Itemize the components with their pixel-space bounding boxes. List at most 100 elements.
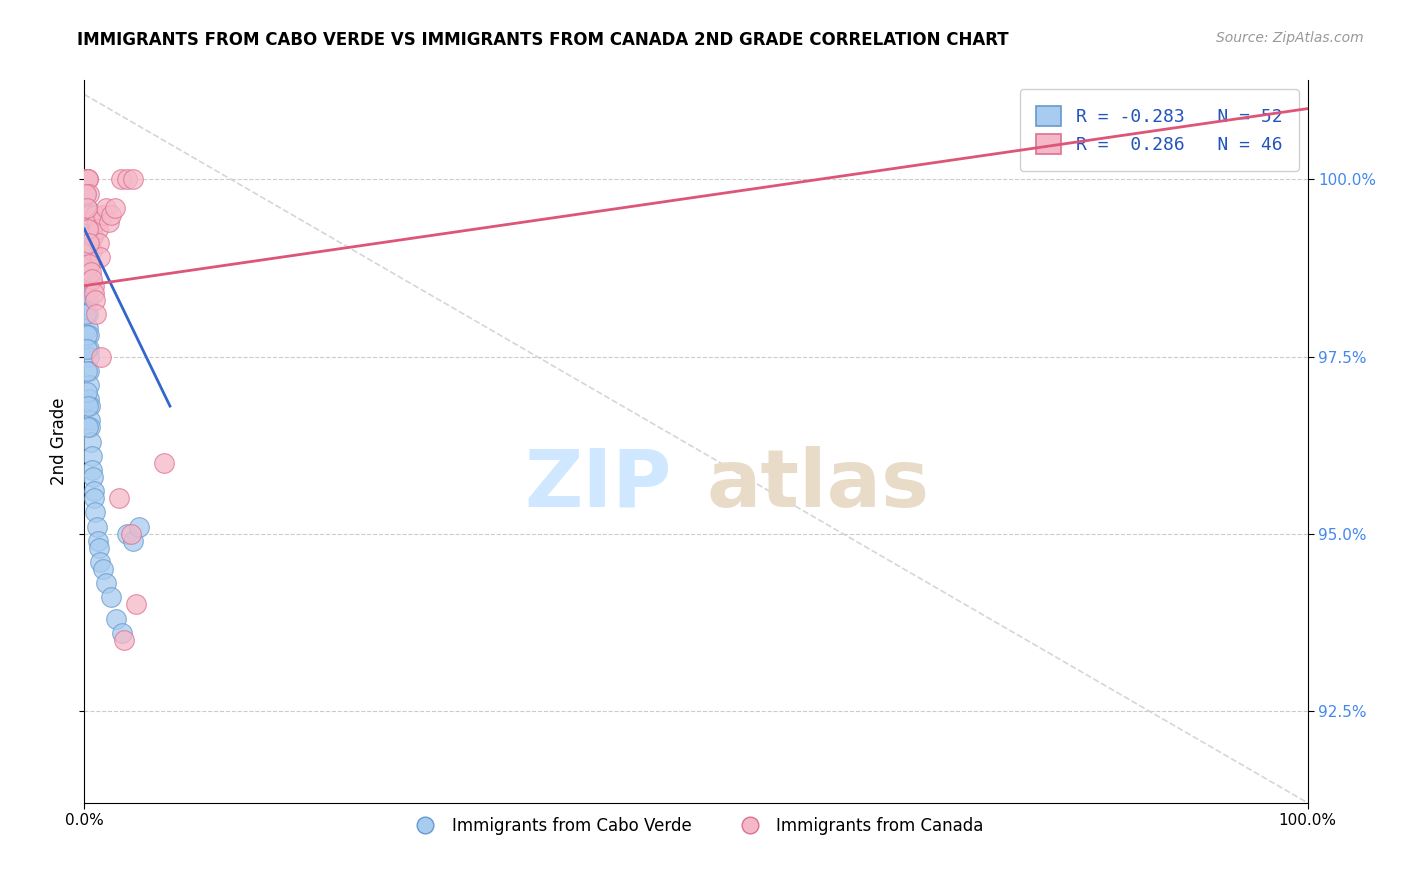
Point xyxy=(79,413,101,427)
Point xyxy=(83,491,105,506)
Point xyxy=(76,172,98,186)
Point xyxy=(82,470,104,484)
Point xyxy=(91,208,114,222)
Point xyxy=(77,377,100,392)
Point xyxy=(77,222,100,236)
Point xyxy=(76,343,98,357)
Point xyxy=(75,264,97,278)
Point xyxy=(153,456,176,470)
Point xyxy=(90,350,112,364)
Point xyxy=(107,491,129,506)
Point xyxy=(77,208,100,222)
Point xyxy=(79,229,101,244)
Point xyxy=(89,251,111,265)
Point xyxy=(84,505,107,519)
Text: Source: ZipAtlas.com: Source: ZipAtlas.com xyxy=(1216,31,1364,45)
Point xyxy=(111,625,134,640)
Point xyxy=(79,257,101,271)
Point xyxy=(79,399,101,413)
Point xyxy=(87,222,110,236)
Point xyxy=(76,364,98,378)
Point xyxy=(77,208,100,222)
Point xyxy=(76,257,98,271)
Point xyxy=(80,449,103,463)
Point xyxy=(77,343,100,357)
Point xyxy=(112,632,135,647)
Point xyxy=(83,484,105,499)
Point xyxy=(84,208,107,222)
Point xyxy=(82,271,104,285)
Point xyxy=(84,307,107,321)
Point xyxy=(80,264,103,278)
Point xyxy=(105,612,128,626)
Point xyxy=(77,350,100,364)
Point xyxy=(75,172,97,186)
Point xyxy=(76,420,98,434)
Point xyxy=(77,236,100,251)
Point xyxy=(75,285,97,300)
Point xyxy=(76,172,98,186)
Point xyxy=(120,526,142,541)
Text: ZIP: ZIP xyxy=(524,446,672,524)
Point xyxy=(75,307,97,321)
Point xyxy=(76,172,98,186)
Point xyxy=(77,328,100,343)
Point xyxy=(77,278,100,293)
Point xyxy=(75,186,97,201)
Point xyxy=(75,172,97,186)
Point xyxy=(76,172,98,186)
Point xyxy=(76,399,98,413)
Point xyxy=(75,186,97,201)
Point xyxy=(104,201,127,215)
Point xyxy=(76,229,98,244)
Point xyxy=(79,420,101,434)
Point xyxy=(77,307,100,321)
Point xyxy=(77,293,100,307)
Point xyxy=(79,392,101,406)
Point xyxy=(87,541,110,555)
Point xyxy=(75,172,97,186)
Point xyxy=(77,321,100,335)
Point xyxy=(76,384,98,399)
Point xyxy=(82,229,104,244)
Point xyxy=(122,533,145,548)
Point xyxy=(83,293,105,307)
Point xyxy=(76,201,98,215)
Point xyxy=(80,434,103,449)
Point xyxy=(96,201,118,215)
Point xyxy=(76,271,98,285)
Point xyxy=(76,328,98,343)
Point xyxy=(96,576,118,591)
Text: atlas: atlas xyxy=(707,446,929,524)
Point xyxy=(125,598,148,612)
Point xyxy=(83,285,105,300)
Point xyxy=(75,244,97,258)
Point xyxy=(75,172,97,186)
Point xyxy=(86,519,108,533)
Point xyxy=(86,215,108,229)
Point xyxy=(76,244,98,258)
Point xyxy=(122,172,145,186)
Point xyxy=(77,222,100,236)
Point xyxy=(89,555,111,569)
Point xyxy=(76,215,98,229)
Point xyxy=(75,172,97,186)
Point xyxy=(77,186,100,201)
Point xyxy=(77,364,100,378)
Point xyxy=(110,172,132,186)
Text: IMMIGRANTS FROM CABO VERDE VS IMMIGRANTS FROM CANADA 2ND GRADE CORRELATION CHART: IMMIGRANTS FROM CABO VERDE VS IMMIGRANTS… xyxy=(77,31,1010,49)
Point xyxy=(100,591,122,605)
Y-axis label: 2nd Grade: 2nd Grade xyxy=(51,398,69,485)
Point xyxy=(77,172,100,186)
Point xyxy=(115,526,138,541)
Point xyxy=(80,244,103,258)
Point xyxy=(91,562,114,576)
Point xyxy=(128,519,150,533)
Point xyxy=(76,172,98,186)
Point xyxy=(76,201,98,215)
Point xyxy=(79,257,101,271)
Point xyxy=(100,208,122,222)
Point xyxy=(82,463,104,477)
Point xyxy=(87,533,110,548)
Point xyxy=(83,278,105,293)
